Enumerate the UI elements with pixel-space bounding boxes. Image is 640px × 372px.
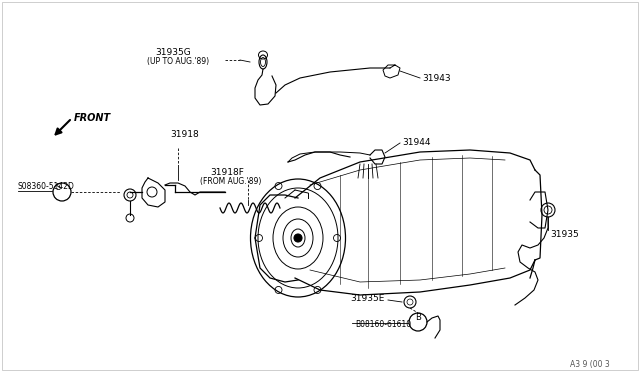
Text: FRONT: FRONT xyxy=(74,113,111,123)
Text: (UP TO AUG.'89): (UP TO AUG.'89) xyxy=(147,57,209,66)
Text: S: S xyxy=(56,183,61,192)
Text: 31944: 31944 xyxy=(402,138,431,147)
Text: B: B xyxy=(415,314,421,323)
Text: 31943: 31943 xyxy=(422,74,451,83)
Circle shape xyxy=(294,234,302,242)
Text: 31935G: 31935G xyxy=(155,48,191,57)
Text: A3 9 (00 3: A3 9 (00 3 xyxy=(570,360,610,369)
Text: 31918F: 31918F xyxy=(210,168,244,177)
Text: B08160-61610: B08160-61610 xyxy=(355,320,411,329)
Text: (FROM AUG.'89): (FROM AUG.'89) xyxy=(200,177,261,186)
Text: 31918: 31918 xyxy=(170,130,199,139)
Text: 31935: 31935 xyxy=(550,230,579,239)
Text: S08360-5142D: S08360-5142D xyxy=(18,182,75,191)
Text: 31935E: 31935E xyxy=(350,294,385,303)
